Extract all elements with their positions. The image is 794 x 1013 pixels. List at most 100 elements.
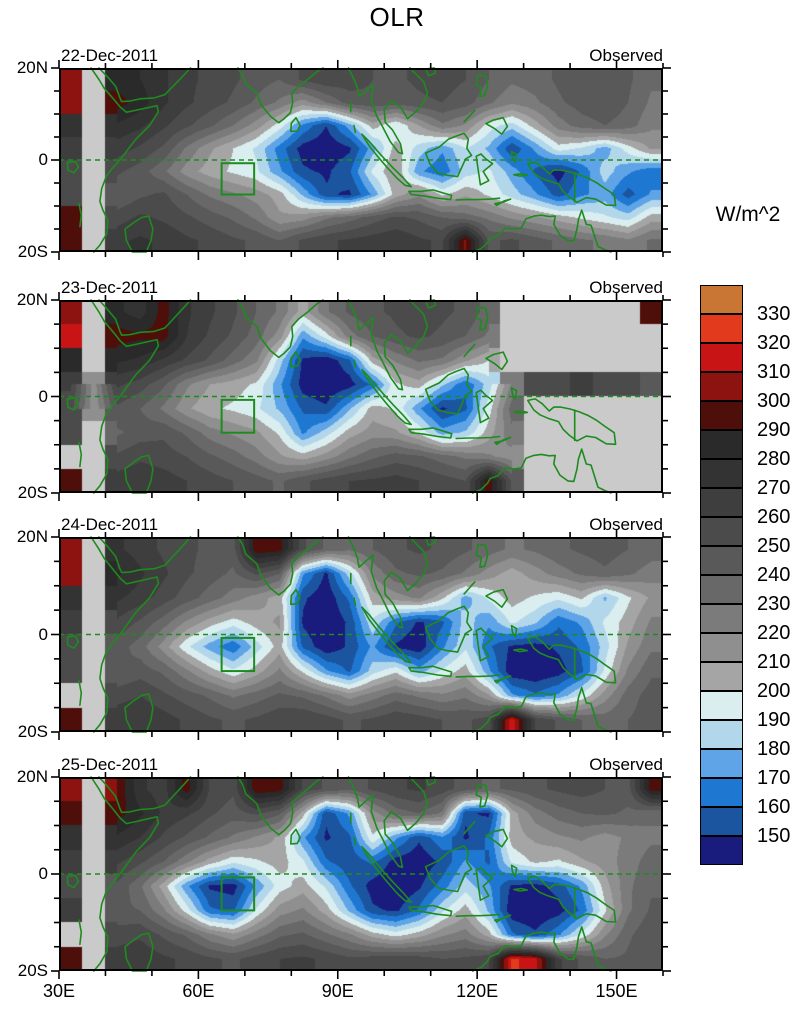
coastline-arabia [98, 67, 192, 103]
coastline-australia [471, 926, 612, 972]
axis-ticks [51, 60, 671, 260]
y-tick-label: 20S [17, 722, 48, 741]
colorbar-tick-label: 180 [757, 738, 791, 760]
y-tick-label: 20N [16, 767, 48, 786]
coastline-borneo [424, 605, 473, 653]
colorbar-tick-label: 250 [757, 535, 791, 557]
coastline-new-guinea [526, 161, 617, 207]
colorbar-tick-label: 330 [757, 303, 791, 325]
coastline-myanmar-malay [347, 536, 404, 629]
coastline-timor [493, 436, 512, 446]
coastline-palawan [463, 580, 476, 595]
coastline-mindanao [485, 828, 509, 848]
x-tick-label: 150E [595, 981, 638, 1001]
coastline-sumatra [361, 368, 413, 426]
y-tick-label: 0 [38, 864, 48, 883]
x-tick-label: 120E [456, 981, 499, 1001]
colorbar-cell [700, 343, 743, 372]
coastline-sulawesi [475, 389, 494, 424]
panel-frame [59, 300, 663, 493]
colorbar-cell [700, 517, 743, 546]
coastline-halmahera [510, 387, 518, 400]
coastline-java [408, 665, 453, 678]
colorbar-cell [700, 662, 743, 691]
map-panel-24-Dec-2011 [51, 529, 671, 740]
coastline-halmahera [510, 864, 518, 878]
coastline-india [237, 536, 324, 596]
y-tick-label: 20S [17, 483, 48, 502]
coastline-sri-lanka [290, 351, 301, 368]
panel-date-label: 24-Dec-2011 [61, 515, 159, 534]
map-overlay [51, 292, 671, 501]
coastline-mindanao [485, 588, 509, 608]
index-region-box [220, 398, 256, 434]
coastline-myanmar-malay [347, 299, 404, 391]
colorbar-tick-label: 300 [757, 390, 791, 412]
colorbar-tick-label: 200 [757, 680, 791, 702]
panel-date-label: 23-Dec-2011 [61, 278, 159, 297]
colorbar-cell [700, 314, 743, 343]
colorbar-tick-label: 230 [757, 593, 791, 615]
coastline-lake-victoria [66, 397, 80, 411]
x-tick-label: 30E [42, 981, 76, 1001]
y-tick-label: 20S [17, 961, 48, 980]
coastline-africa-east [90, 536, 160, 733]
map-overlay [51, 529, 671, 740]
colorbar-cell [700, 546, 743, 575]
coastline-lake-malawi [78, 202, 83, 228]
coastline-lake-malawi [78, 919, 83, 946]
colorbar-tick-label: 170 [757, 767, 791, 789]
coastline-indochina [383, 299, 429, 391]
coastline-halmahera [510, 150, 518, 164]
coastline-myanmar-malay [347, 67, 404, 155]
coastline-arabia [98, 776, 192, 814]
coastline-seram [513, 648, 529, 653]
coastline-india [237, 299, 324, 359]
colorbar-cell [700, 372, 743, 401]
colorbar-tick-label: 280 [757, 448, 791, 470]
panel-source-label: Observed [589, 278, 663, 297]
colorbar-cell [700, 749, 743, 778]
colorbar-cell [700, 807, 743, 836]
coastline-india [237, 776, 324, 836]
coastline-madagascar [124, 932, 154, 972]
coastline-new-guinea [526, 636, 617, 684]
panel-frame [59, 537, 663, 732]
colorbar-tick-label: 240 [757, 564, 791, 586]
colorbar-units-label: W/m^2 [715, 203, 781, 226]
colorbar-cell [700, 691, 743, 720]
map-overlay [51, 769, 671, 979]
coastline-africa-east [90, 299, 160, 494]
y-tick-label: 20N [16, 290, 48, 309]
coastline-lesser-sunda [455, 435, 501, 440]
coastline-mindanao [485, 351, 509, 371]
panel-source-label: Observed [589, 755, 663, 774]
coastline-nicobar [353, 597, 357, 607]
coastline-borneo [424, 845, 473, 893]
colorbar-cell [700, 285, 743, 314]
colorbar-cell [700, 430, 743, 459]
coastline-lake-malawi [78, 680, 83, 706]
coastline-seram [513, 887, 529, 892]
y-tick-label: 0 [38, 386, 48, 406]
coastline-nicobar [353, 124, 357, 134]
colorbar-tick-label: 160 [757, 796, 791, 818]
colorbar-cell [700, 575, 743, 604]
colorbar-tick-label: 310 [757, 361, 791, 383]
axis-ticks [51, 529, 671, 740]
coastline-indochina [383, 776, 429, 868]
panel-frame [59, 777, 663, 971]
coastline-sumatra [361, 846, 413, 903]
colorbar-tick-label: 210 [757, 651, 791, 673]
coastline-lesser-sunda [455, 913, 501, 917]
coastline-sri-lanka [290, 588, 301, 606]
y-tick-label: 20S [17, 242, 48, 261]
coastline-borneo [424, 132, 473, 178]
coastline-indochina [383, 67, 429, 155]
coastline-madagascar [124, 454, 154, 494]
colorbar-tick-label: 290 [757, 419, 791, 441]
coastline-timor [493, 914, 512, 923]
panel-date-label: 22-Dec-2011 [61, 46, 159, 65]
y-tick-label: 0 [38, 624, 48, 644]
colorbar-cell [700, 488, 743, 517]
